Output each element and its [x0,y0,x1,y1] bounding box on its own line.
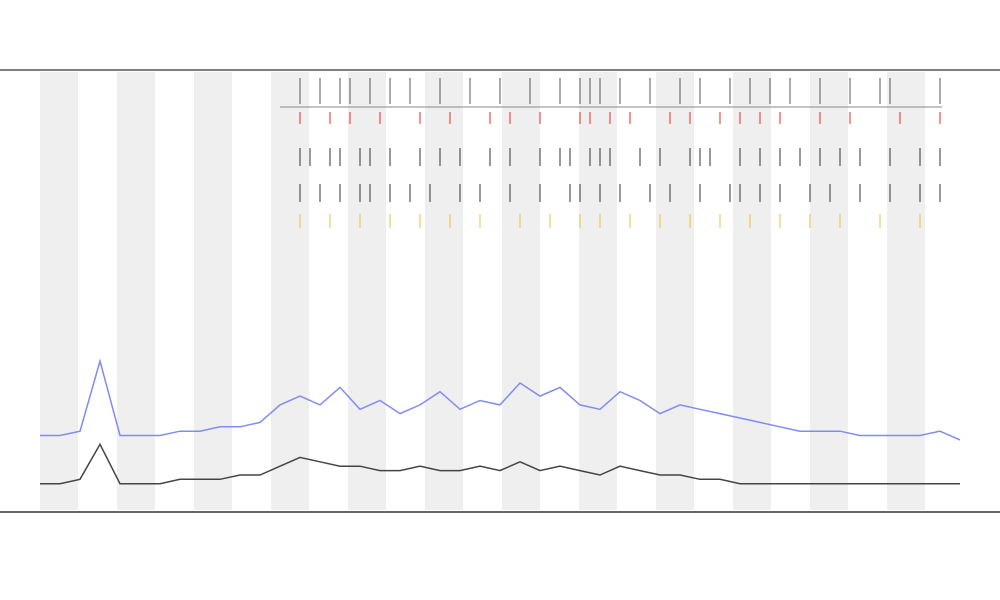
background-bands [40,72,925,510]
series-line [40,442,960,485]
band [117,72,155,510]
band [194,72,232,510]
band [271,72,309,510]
band [502,72,540,510]
series-line [40,358,961,441]
band [348,72,386,510]
band [40,72,78,510]
band [810,72,848,510]
band [579,72,617,510]
band [887,72,925,510]
band [425,72,463,510]
band [656,72,694,510]
band [733,72,771,510]
